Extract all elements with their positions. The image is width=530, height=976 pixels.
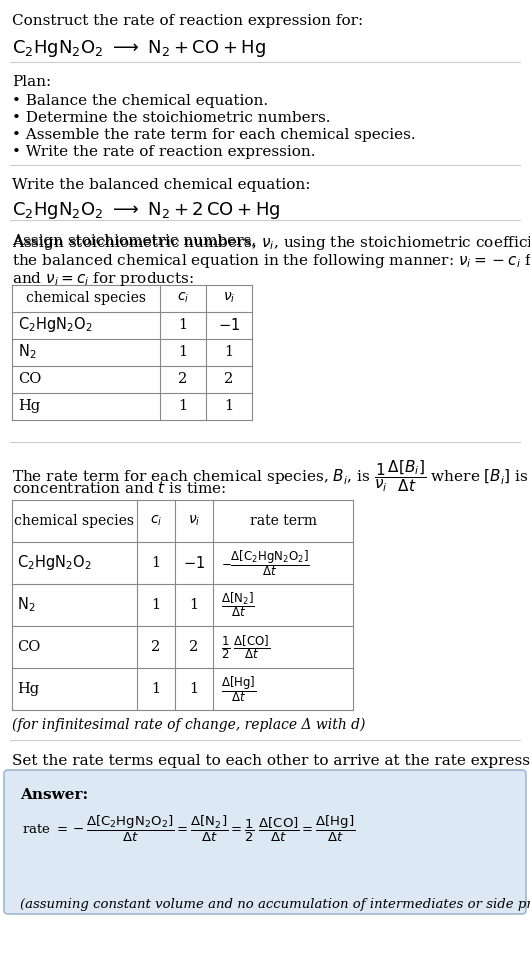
Text: • Assemble the rate term for each chemical species.: • Assemble the rate term for each chemic… — [12, 128, 416, 142]
Text: 1: 1 — [224, 399, 234, 413]
Text: 1: 1 — [179, 318, 188, 332]
Text: and $\nu_i = c_i$ for products:: and $\nu_i = c_i$ for products: — [12, 270, 194, 288]
FancyBboxPatch shape — [4, 770, 526, 914]
Text: 1: 1 — [152, 682, 161, 696]
Text: Answer:: Answer: — [20, 788, 88, 802]
Text: • Balance the chemical equation.: • Balance the chemical equation. — [12, 94, 268, 108]
Text: 1: 1 — [224, 345, 234, 359]
Text: $c_i$: $c_i$ — [177, 291, 189, 305]
Text: Construct the rate of reaction expression for:: Construct the rate of reaction expressio… — [12, 14, 363, 28]
Text: Write the balanced chemical equation:: Write the balanced chemical equation: — [12, 178, 311, 192]
Text: 2: 2 — [152, 640, 161, 654]
Text: Hg: Hg — [17, 682, 39, 696]
Text: The rate term for each chemical species, $B_i$, is $\dfrac{1}{\nu_i}\dfrac{\Delt: The rate term for each chemical species,… — [12, 458, 530, 494]
Text: 2: 2 — [179, 372, 188, 386]
Text: $\dfrac{1}{2}\ \dfrac{\Delta[\mathrm{CO}]}{\Delta t}$: $\dfrac{1}{2}\ \dfrac{\Delta[\mathrm{CO}… — [221, 633, 270, 661]
Text: $-\dfrac{\Delta[\mathrm{C_2HgN_2O_2}]}{\Delta t}$: $-\dfrac{\Delta[\mathrm{C_2HgN_2O_2}]}{\… — [221, 549, 310, 578]
Text: • Write the rate of reaction expression.: • Write the rate of reaction expression. — [12, 145, 315, 159]
Text: 2: 2 — [224, 372, 234, 386]
Text: 1: 1 — [152, 556, 161, 570]
Text: chemical species: chemical species — [14, 514, 134, 528]
Text: Assign stoichiometric numbers, $\nu_i$, using the stoichiometric coefficients, $: Assign stoichiometric numbers, $\nu_i$, … — [12, 234, 530, 252]
Text: $c_i$: $c_i$ — [150, 513, 162, 528]
Text: rate $= -\dfrac{\Delta[\mathrm{C_2HgN_2O_2}]}{\Delta t} = \dfrac{\Delta[\mathrm{: rate $= -\dfrac{\Delta[\mathrm{C_2HgN_2O… — [22, 814, 355, 844]
Text: $\mathrm{C_2HgN_2O_2}$: $\mathrm{C_2HgN_2O_2}$ — [18, 315, 93, 335]
Text: $\mathrm{N_2}$: $\mathrm{N_2}$ — [18, 343, 37, 361]
Text: 2: 2 — [189, 640, 199, 654]
Text: (assuming constant volume and no accumulation of intermediates or side products): (assuming constant volume and no accumul… — [20, 898, 530, 911]
Text: 1: 1 — [189, 682, 199, 696]
Text: $\dfrac{\Delta[\mathrm{N_2}]}{\Delta t}$: $\dfrac{\Delta[\mathrm{N_2}]}{\Delta t}$ — [221, 590, 255, 620]
Text: 1: 1 — [179, 345, 188, 359]
Text: (for infinitesimal rate of change, replace Δ with d): (for infinitesimal rate of change, repla… — [12, 718, 365, 732]
Text: $\nu_i$: $\nu_i$ — [188, 513, 200, 528]
Text: $\mathrm{C_2HgN_2O_2 \ \longrightarrow \ N_2 + CO + Hg}$: $\mathrm{C_2HgN_2O_2 \ \longrightarrow \… — [12, 38, 266, 59]
Text: $\mathrm{N_2}$: $\mathrm{N_2}$ — [17, 595, 36, 614]
Text: chemical species: chemical species — [26, 291, 146, 305]
Text: 1: 1 — [189, 598, 199, 612]
Text: • Determine the stoichiometric numbers.: • Determine the stoichiometric numbers. — [12, 111, 331, 125]
Text: rate term: rate term — [250, 514, 316, 528]
Text: $-1$: $-1$ — [183, 555, 205, 571]
Text: CO: CO — [17, 640, 40, 654]
Text: 1: 1 — [152, 598, 161, 612]
Text: concentration and $t$ is time:: concentration and $t$ is time: — [12, 480, 226, 496]
Text: $-1$: $-1$ — [218, 317, 240, 333]
Text: $\mathrm{C_2HgN_2O_2 \ \longrightarrow \ N_2 + 2\,CO + Hg}$: $\mathrm{C_2HgN_2O_2 \ \longrightarrow \… — [12, 200, 280, 221]
Text: $\nu_i$: $\nu_i$ — [223, 291, 235, 305]
Text: the balanced chemical equation in the following manner: $\nu_i = -c_i$ for react: the balanced chemical equation in the fo… — [12, 252, 530, 270]
Text: $\dfrac{\Delta[\mathrm{Hg}]}{\Delta t}$: $\dfrac{\Delta[\mathrm{Hg}]}{\Delta t}$ — [221, 674, 257, 704]
Text: $\mathrm{C_2HgN_2O_2}$: $\mathrm{C_2HgN_2O_2}$ — [17, 553, 92, 573]
Text: Hg: Hg — [18, 399, 40, 413]
Text: CO: CO — [18, 372, 41, 386]
Text: Set the rate terms equal to each other to arrive at the rate expression:: Set the rate terms equal to each other t… — [12, 754, 530, 768]
Text: Plan:: Plan: — [12, 75, 51, 89]
Text: 1: 1 — [179, 399, 188, 413]
Text: Assign stoichiometric numbers,: Assign stoichiometric numbers, — [12, 234, 261, 248]
